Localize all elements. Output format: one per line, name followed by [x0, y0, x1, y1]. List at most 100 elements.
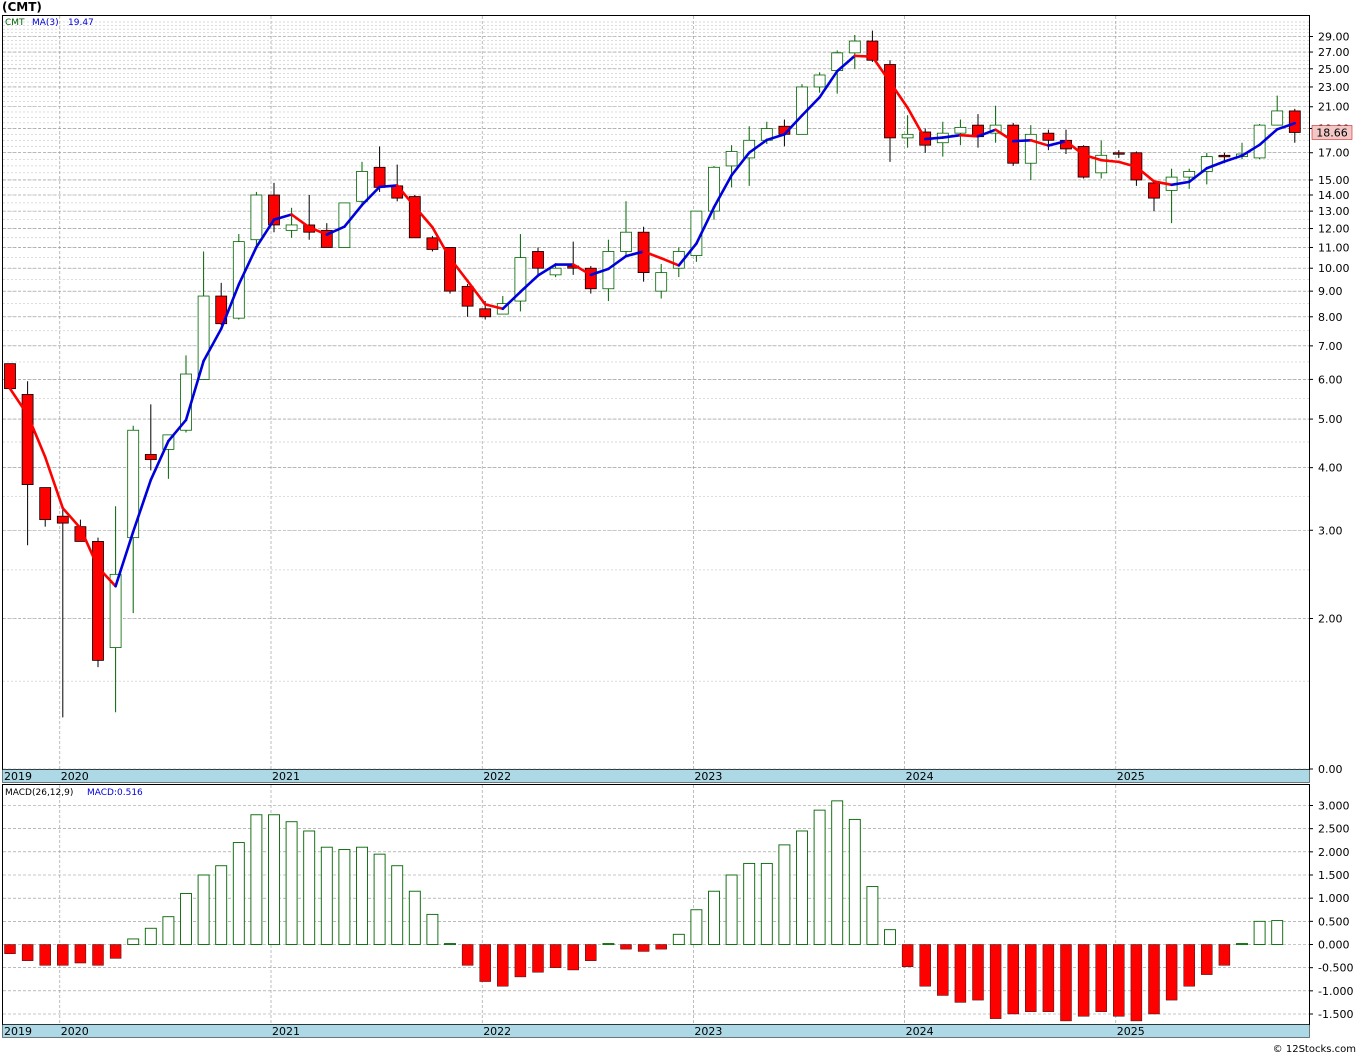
candle	[532, 247, 544, 278]
ma3-segment	[219, 283, 241, 331]
ma3-segment	[1170, 180, 1191, 187]
candle-body-up	[901, 133, 914, 139]
candle	[796, 84, 808, 135]
macd-bar-positive	[672, 933, 685, 945]
macd-bar-negative	[1042, 944, 1055, 1012]
macd-bar-positive	[602, 943, 615, 946]
macd-bar-positive	[338, 849, 351, 945]
macd-tick-label: 2.000	[1318, 846, 1350, 859]
candle-body-down	[584, 267, 597, 290]
candle	[56, 509, 69, 718]
ma3-segment	[765, 133, 786, 142]
candle-body-up	[197, 295, 210, 380]
ma3-segment	[783, 114, 804, 136]
last-price-label: 18.66	[1316, 126, 1348, 139]
macd-bar-negative	[1148, 944, 1160, 1015]
candle	[884, 60, 896, 162]
macd-bar-positive	[373, 853, 386, 945]
ma3-segment	[343, 203, 364, 229]
candle	[109, 506, 122, 713]
macd-bar-negative	[39, 944, 51, 966]
ma3-segment	[624, 250, 645, 258]
candle	[21, 381, 34, 546]
candle-body-down	[408, 196, 421, 239]
macd-bar-positive	[268, 814, 280, 945]
candle-body-down	[426, 237, 439, 250]
candle	[1112, 150, 1125, 158]
candle	[1024, 125, 1037, 180]
year-label: 2020	[61, 1025, 89, 1038]
candle-body-down	[92, 541, 104, 661]
candle	[1148, 182, 1160, 212]
macd-bar-negative	[1113, 944, 1125, 1017]
year-label: 2019	[4, 770, 32, 783]
macd-tick-label: 2.500	[1318, 823, 1350, 836]
ma3-segment	[79, 526, 100, 569]
price-tick-label: 17.00	[1318, 147, 1350, 160]
candle	[514, 234, 527, 312]
footer-credit: © 12Stocks.com	[1272, 1044, 1356, 1055]
year-labels: 2019 2019 2020 2020 2021 2021 2022 2022 2023 2023…	[4, 770, 1145, 1038]
candle-body-down	[532, 251, 544, 269]
macd-bars	[4, 800, 1284, 1022]
ma3-segment	[448, 256, 469, 283]
candle	[1288, 108, 1301, 143]
macd-bar-positive	[320, 846, 333, 945]
macd-bar-positive	[831, 800, 844, 945]
ma3-segment	[26, 413, 47, 459]
candle	[444, 247, 456, 294]
ma3-segment	[202, 327, 223, 363]
candle-body-up	[549, 267, 562, 276]
ma3-segment	[677, 242, 698, 267]
macd-bar-negative	[4, 944, 16, 954]
macd-bar-positive	[778, 844, 791, 945]
ma3-segment	[747, 138, 769, 155]
candle-body-up	[127, 429, 140, 539]
macd-bar-positive	[232, 842, 245, 945]
ma3-segment	[501, 290, 522, 311]
macd-bar-negative	[585, 944, 597, 961]
candle-body-up	[708, 166, 720, 212]
macd-bar-positive	[1236, 943, 1248, 946]
candle	[620, 201, 632, 256]
candle-body-down	[1007, 124, 1020, 164]
candle	[408, 194, 421, 239]
price-tick-label: 3.00	[1318, 524, 1343, 537]
macd-tick-label: 1.000	[1318, 892, 1350, 905]
year-label: 2024	[906, 1025, 934, 1038]
macd-legend-value: MACD:0.516	[87, 788, 143, 798]
price-tick-label: 0.00	[1318, 763, 1343, 776]
candle	[127, 425, 140, 614]
candle	[1007, 122, 1020, 166]
year-label: 2025	[1117, 770, 1145, 783]
ma3-segment	[466, 279, 487, 306]
macd-y-axis: 3.000 2.500 2.000 1.500 1.000 0.500 0.000 -0.50…	[1309, 800, 1353, 1021]
ma3-segment	[96, 566, 117, 588]
year-label: 2019	[4, 1025, 32, 1038]
price-legend-ticker: CMT	[5, 18, 25, 28]
macd-bar-negative	[109, 944, 122, 959]
macd-bar-positive	[444, 943, 456, 946]
price-tick-label: 14.00	[1318, 189, 1350, 202]
year-label: 2023	[694, 1025, 722, 1038]
candle-body-down	[1112, 152, 1125, 155]
macd-bar-positive	[250, 814, 263, 945]
macd-bar-negative	[1060, 944, 1072, 1022]
ma3-segment	[871, 55, 892, 84]
candle-body-down	[39, 487, 52, 521]
macd-bar-positive	[127, 938, 140, 945]
macd-bar-positive	[408, 890, 421, 945]
candle	[813, 72, 826, 93]
candle	[4, 363, 16, 390]
ma3-segment	[906, 106, 927, 141]
macd-tick-label: -1.500	[1318, 1008, 1353, 1021]
price-panel-frame	[2, 15, 1310, 770]
macd-bar-negative	[972, 944, 984, 1001]
macd-bar-negative	[1201, 944, 1213, 975]
price-tick-label: 9.00	[1318, 285, 1343, 298]
last-price-badge	[1311, 125, 1353, 140]
ma3-segment	[818, 69, 839, 99]
ma3-segment	[483, 303, 505, 311]
price-tick-label: 5.00	[1318, 413, 1343, 426]
candle	[92, 537, 104, 668]
